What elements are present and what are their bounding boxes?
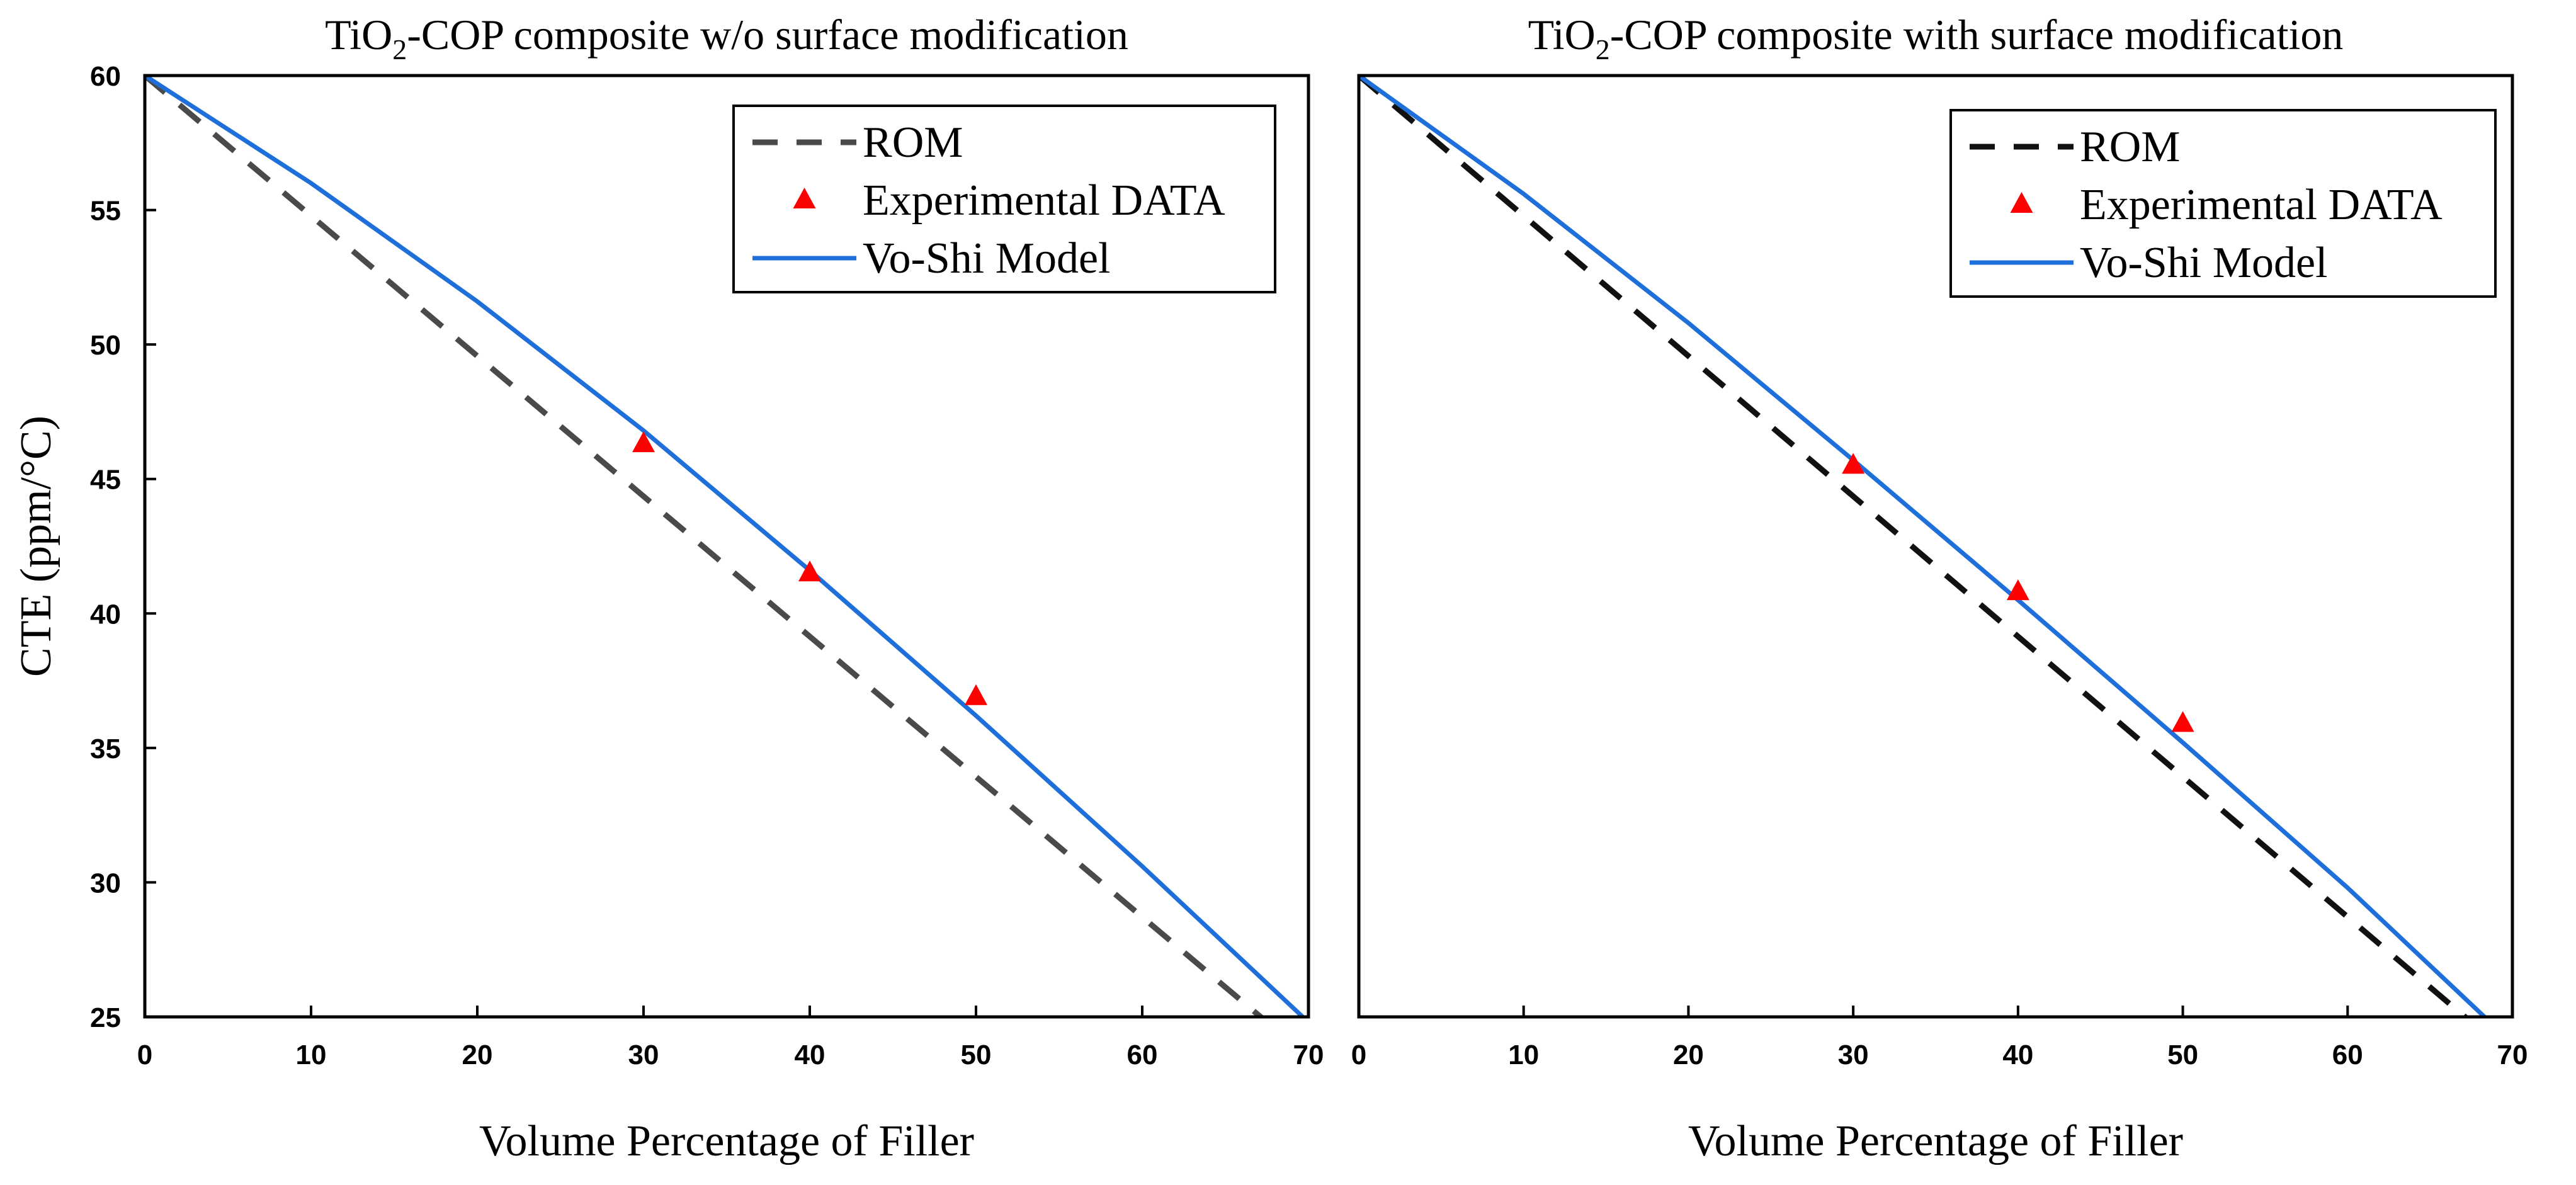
rom-line	[1359, 76, 2470, 1017]
y-tick-label: 50	[90, 330, 121, 361]
y-tick-label: 45	[90, 465, 121, 496]
y-tick-label: 35	[90, 734, 121, 764]
x-axis-title: Volume Percentage of Filler	[1688, 1117, 2183, 1165]
legend: ROM Experimental DATA Vo-Shi Model	[732, 105, 1276, 293]
x-tick-label: 40	[795, 1040, 826, 1070]
x-tick-label: 60	[2332, 1040, 2363, 1070]
x-tick-label: 30	[1838, 1040, 1869, 1070]
data-point-marker	[2006, 579, 2029, 601]
plot-frame	[1357, 74, 2514, 1019]
vo-shi-line	[145, 76, 1307, 1017]
x-tick-label: 20	[1673, 1040, 1704, 1070]
x-tick-label: 0	[1351, 1040, 1366, 1070]
legend-box	[1949, 109, 2497, 298]
x-tick-label: 40	[2002, 1040, 2033, 1070]
data-point-marker	[965, 684, 987, 705]
data-point-marker	[798, 560, 821, 582]
legend-swatch-marker	[793, 188, 816, 208]
y-tick-label: 30	[90, 868, 121, 899]
chart-title: TiO2-COP composite with surface modifica…	[1528, 11, 2344, 65]
legend-label: Experimental DATA	[2080, 181, 2443, 229]
x-tick-label: 20	[462, 1040, 493, 1070]
legend-label: Experimental DATA	[863, 176, 1225, 225]
y-tick-label: 25	[90, 1002, 121, 1033]
plot-area	[1359, 76, 2488, 1017]
y-tick-label: 40	[90, 599, 121, 630]
chart-panel-1: 0 10 20 30 40 50 60 70 25 30 35 40 45 50 55 60 TiO2-COP …	[12, 11, 1324, 1165]
y-axis-title: CTE (ppm/°C)	[12, 416, 60, 677]
y-tick-label: 60	[90, 61, 121, 92]
data-point-marker	[2171, 711, 2194, 732]
x-tick-label: 0	[137, 1040, 152, 1070]
x-axis-title: Volume Percentage of Filler	[479, 1117, 974, 1165]
x-tick-label: 70	[2497, 1040, 2528, 1070]
chart-panel-2: 0 10 20 30 40 50 60 70 TiO2-COP composite with s…	[1351, 11, 2528, 1165]
x-tick-label: 30	[628, 1040, 659, 1070]
x-tick-label: 10	[1508, 1040, 1539, 1070]
legend-box	[732, 105, 1276, 293]
y-tick-label: 55	[90, 196, 121, 227]
plot-area	[145, 76, 1307, 1017]
legend-label: ROM	[863, 118, 963, 167]
legend-swatch-marker	[2010, 192, 2033, 213]
x-tick-label: 50	[961, 1040, 992, 1070]
x-tick-label: 60	[1127, 1040, 1158, 1070]
chart-title: TiO2-COP composite w/o surface modificat…	[325, 11, 1128, 65]
x-tick-label: 50	[2167, 1040, 2198, 1070]
x-tick-label: 10	[296, 1040, 327, 1070]
data-point-marker	[632, 431, 655, 453]
data-point-marker	[1842, 453, 1865, 474]
legend-label: Vo-Shi Model	[863, 234, 1110, 283]
plot-frame	[143, 74, 1310, 1019]
legend-label: Vo-Shi Model	[2080, 239, 2327, 287]
legend: ROM Experimental DATA Vo-Shi Model	[1949, 109, 2497, 298]
x-tick-label: 70	[1293, 1040, 1324, 1070]
vo-shi-line	[1359, 76, 2488, 1017]
legend-label: ROM	[2080, 123, 2180, 171]
